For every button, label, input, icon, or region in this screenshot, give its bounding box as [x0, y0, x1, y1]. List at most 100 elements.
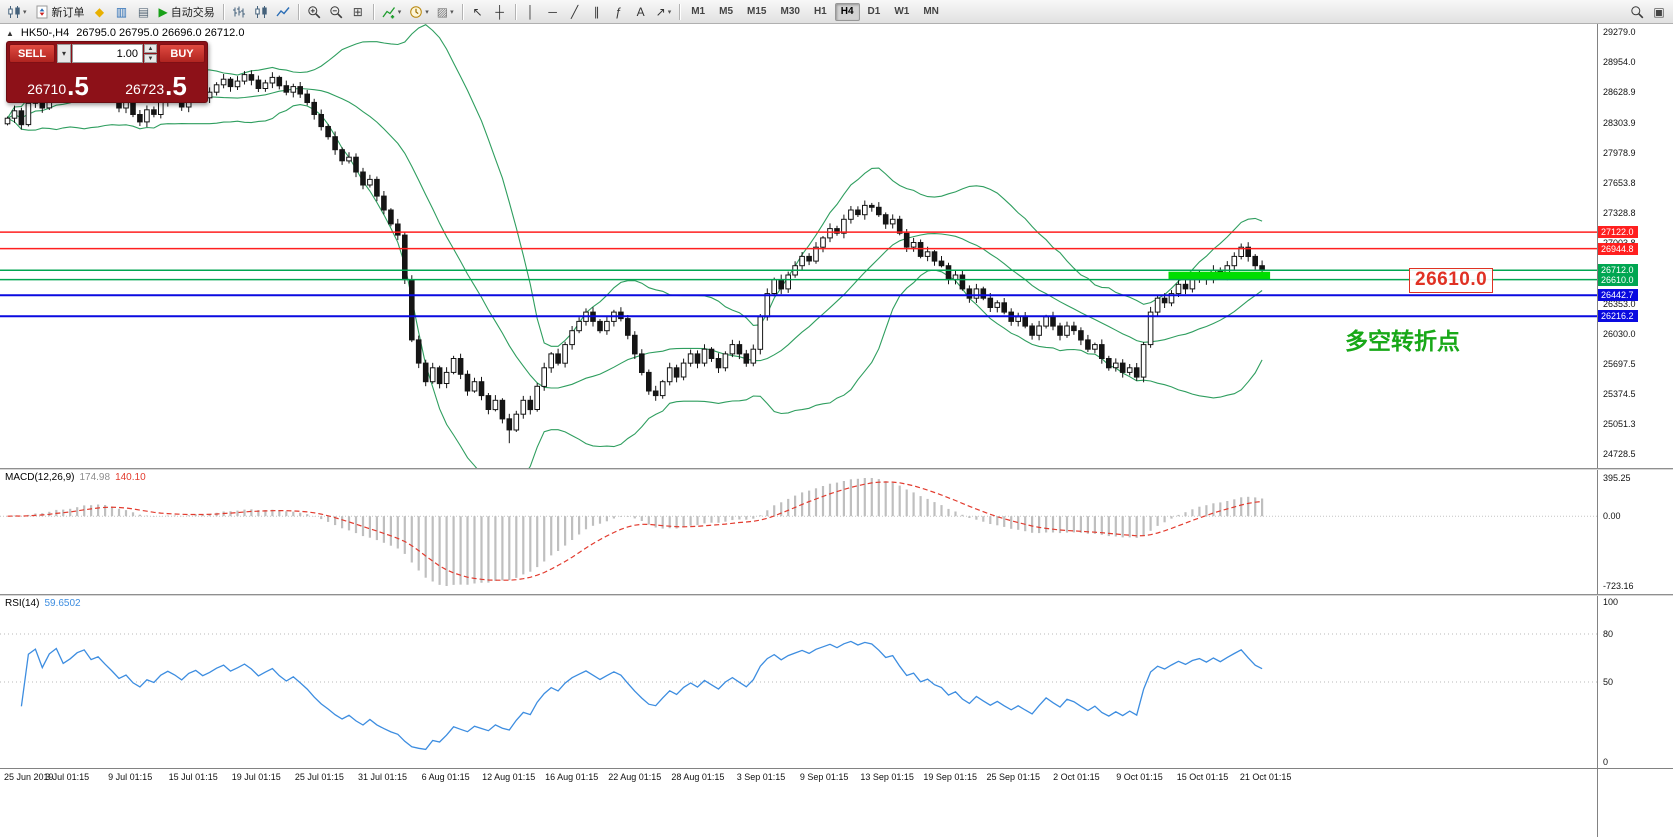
- tile-windows-button[interactable]: ⊞: [347, 2, 369, 22]
- rsi-axis-label: 50: [1603, 677, 1614, 687]
- toolbar-separator: [679, 3, 681, 20]
- toolbar-separator: [372, 3, 374, 20]
- chevron-down-icon: ▾: [23, 8, 27, 16]
- timeframe-w1-button[interactable]: W1: [894, 6, 910, 17]
- volume-down-button[interactable]: ▼: [144, 54, 157, 63]
- tile-windows-button-glyph: ⊞: [352, 4, 363, 19]
- price-axis-label: 28954.0: [1603, 57, 1636, 68]
- zoom-out-button[interactable]: [325, 2, 347, 22]
- time-axis-label: 3 Sep 01:15: [736, 772, 786, 782]
- sell-button[interactable]: SELL: [9, 44, 55, 63]
- volume-input[interactable]: 1.00: [72, 44, 143, 63]
- time-axis-label: 31 Jul 01:15: [357, 772, 408, 782]
- toolbar-separator: [297, 3, 299, 20]
- toolbar-separator: [461, 3, 463, 20]
- navigator-button[interactable]: ▤: [133, 2, 155, 22]
- crosshair-button[interactable]: ┼: [489, 2, 511, 22]
- text-button[interactable]: A: [630, 2, 652, 22]
- periods-button[interactable]: ▾: [405, 2, 433, 22]
- price-axis-label: 29279.0: [1603, 27, 1636, 37]
- market-watch-button-glyph: ▥: [115, 4, 128, 19]
- macd-label: MACD(12,26,9) 174.98 140.10: [5, 472, 146, 483]
- timeframe-h4-button[interactable]: H4: [834, 2, 860, 21]
- timeframe-m15-button[interactable]: M15: [747, 6, 767, 17]
- channel-button-glyph: ∥: [593, 4, 600, 19]
- price-axis[interactable]: 29279.0 28954.0 28628.9 28303.9 27978.9 27653…: [1598, 24, 1673, 468]
- trendline-button[interactable]: ╱: [564, 2, 586, 22]
- price-line-label: 26610.0: [1598, 273, 1638, 286]
- chevron-down-icon: ▾: [450, 8, 454, 16]
- time-axis-label: 13 Sep 01:15: [860, 772, 914, 782]
- buy-button[interactable]: BUY: [159, 44, 205, 63]
- ohlc-values: 26795.0 26795.0 26696.0 26712.0: [76, 27, 245, 39]
- timeframe-h1-button[interactable]: H1: [813, 6, 827, 17]
- timeframe-d1-button[interactable]: D1: [867, 6, 881, 17]
- volume-up-button[interactable]: ▲: [144, 44, 157, 53]
- time-axis-label: 9 Jul 01:15: [108, 772, 153, 782]
- chevron-down-icon: ▾: [397, 8, 402, 16]
- buy-price[interactable]: 26723.5: [125, 70, 187, 101]
- timeframe-m1-button[interactable]: M1: [691, 6, 706, 17]
- rsi-pane: RSI(14) 59.6502 100 80 50 0: [0, 596, 1673, 768]
- timeframe-m30-button[interactable]: M30: [780, 6, 800, 17]
- chart-annotation: 多空转折点: [1345, 328, 1460, 354]
- time-axis[interactable]: 25 Jun 2019 3 Jul 01:15 9 Jul 01:15 15 Jul …: [0, 768, 1673, 837]
- price-axis-label: 25697.5: [1603, 359, 1636, 370]
- line-chart-button[interactable]: [272, 2, 294, 22]
- time-axis-label: 6 Aug 01:15: [421, 772, 470, 782]
- new-order-button[interactable]: 新订单: [31, 2, 89, 22]
- trendline-button-glyph: ╱: [571, 4, 579, 19]
- time-axis-label: 25 Jun 2019: [4, 772, 54, 782]
- timeframe-mn-button[interactable]: MN: [923, 6, 939, 17]
- toolbar: ▾ 新订单 ◆ ▥ ▤ ▶ 自动交易 ⊞ ▾ ▾ ▨ ▾ ↖ ┼ │ ─ ╱ ∥ ƒ A ↗ ▾ M1 M5 M15 M30 H1…: [0, 0, 1673, 24]
- timeframe-m5-button[interactable]: M5: [719, 6, 734, 17]
- volume-dropdown-icon[interactable]: ▾: [57, 44, 71, 63]
- data-window-button[interactable]: ▣: [1648, 2, 1670, 22]
- time-axis-labels: 25 Jun 2019 3 Jul 01:15 9 Jul 01:15 15 Jul …: [0, 769, 1598, 837]
- time-axis-label: 9 Oct 01:15: [1116, 772, 1163, 782]
- toolbar-separator: [514, 3, 516, 20]
- autotrading-button[interactable]: ▶ 自动交易: [158, 4, 215, 19]
- horizontal-line-button[interactable]: ─: [542, 2, 564, 22]
- metaeditor-button[interactable]: ◆: [89, 2, 111, 22]
- macd-chart: [0, 478, 1597, 586]
- vertical-line-button[interactable]: │: [520, 2, 542, 22]
- new-chart-button[interactable]: ▾: [3, 2, 31, 22]
- templates-button[interactable]: ▨ ▾: [433, 2, 458, 22]
- price-axis-label: 27978.9: [1603, 147, 1636, 158]
- price-line-label: 26442.7: [1598, 289, 1638, 302]
- zoom-in-button[interactable]: [303, 2, 325, 22]
- time-axis-label: 3 Jul 01:15: [45, 772, 90, 782]
- rsi-plot[interactable]: RSI(14) 59.6502: [0, 596, 1598, 768]
- candlestick-chart-button[interactable]: [250, 2, 272, 22]
- channel-button[interactable]: ∥: [586, 2, 608, 22]
- one-click-trading-panel: SELL ▾ 1.00 ▲ ▼ BUY 267: [6, 41, 208, 103]
- bar-chart-button[interactable]: [228, 2, 250, 22]
- price-axis-label: 27328.8: [1603, 207, 1636, 218]
- arrows-button-glyph: ↗: [655, 4, 666, 19]
- time-axis-label: 25 Jul 01:15: [294, 772, 344, 782]
- search-button[interactable]: [1626, 2, 1648, 22]
- arrows-button[interactable]: ↗ ▾: [652, 2, 676, 22]
- pane-splitter[interactable]: [0, 594, 1673, 596]
- indicators-button[interactable]: ▾: [378, 2, 406, 22]
- metaeditor-button-glyph: ◆: [94, 4, 105, 19]
- one-click-collapse-icon[interactable]: ▲: [6, 28, 14, 38]
- fibonacci-button[interactable]: ƒ: [608, 2, 630, 22]
- main-chart-plot[interactable]: ▲ HK50-,H4 26795.0 26795.0 26696.0 26712…: [0, 24, 1598, 468]
- market-watch-button[interactable]: ▥: [111, 2, 133, 22]
- price-axis-label: 25051.3: [1603, 419, 1636, 430]
- macd-plot[interactable]: MACD(12,26,9) 174.98 140.10: [0, 470, 1598, 594]
- price-axis-label: 26030.0: [1603, 328, 1636, 339]
- price-line-label: 27122.0: [1598, 226, 1638, 239]
- time-axis-label: 15 Jul 01:15: [168, 772, 218, 782]
- rsi-axis-label: 100: [1603, 597, 1619, 607]
- price-line-label: 26712.0: [1598, 264, 1638, 277]
- macd-axis[interactable]: 395.25 0.00 -723.16: [1598, 470, 1673, 594]
- navigator-button-glyph: ▤: [137, 4, 150, 19]
- rsi-axis-label: 0: [1603, 757, 1609, 767]
- cursor-button[interactable]: ↖: [467, 2, 489, 22]
- pane-splitter[interactable]: [0, 468, 1673, 470]
- rsi-axis[interactable]: 100 80 50 0: [1598, 596, 1673, 768]
- sell-price[interactable]: 26710.5: [27, 70, 89, 101]
